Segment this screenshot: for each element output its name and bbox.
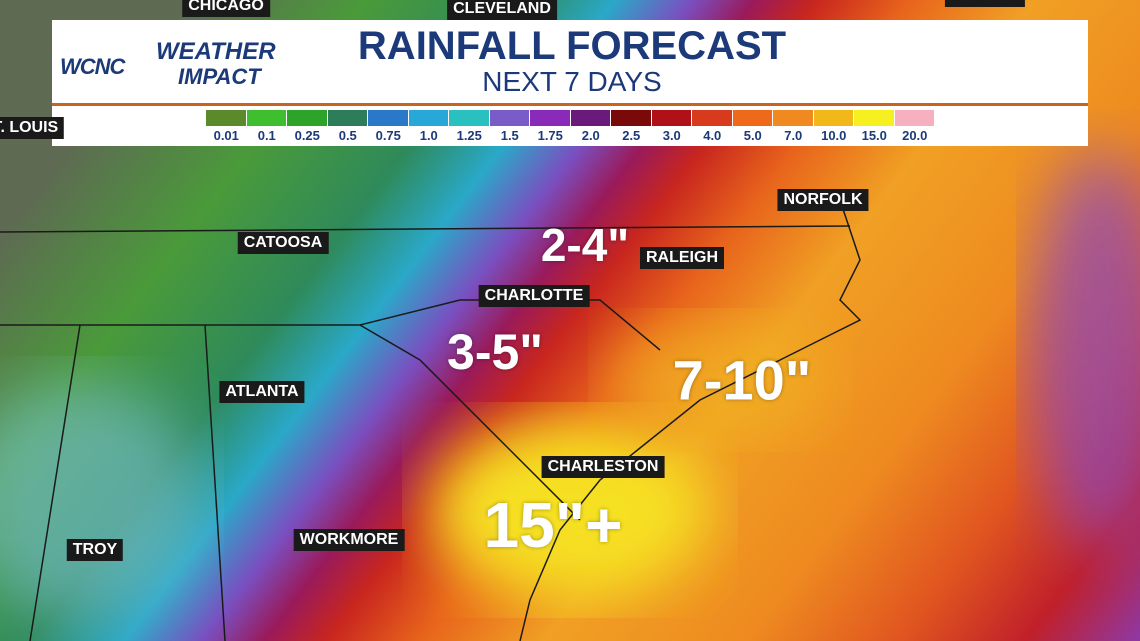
city-label: BOSTON (944, 0, 1026, 7)
legend-swatch (692, 110, 732, 126)
legend-label: 5.0 (743, 128, 762, 143)
legend-swatch (327, 110, 367, 126)
legend-swatch (894, 110, 934, 126)
city-label: ST. LOUIS (0, 117, 65, 139)
logo-line: WEATHER (156, 38, 276, 65)
rainfall-label: 3-5" (447, 324, 543, 380)
city-label: CATOOSA (237, 232, 329, 254)
legend-swatch (530, 110, 570, 126)
legend-label: 0.25 (294, 128, 320, 143)
legend-label: 0.5 (338, 128, 357, 143)
legend-label: 15.0 (861, 128, 887, 143)
legend-label: 1.75 (537, 128, 563, 143)
rain-area (1030, 150, 1140, 550)
legend-swatch (813, 110, 853, 126)
logo-line: IMPACT (178, 64, 261, 89)
legend-swatch (368, 110, 408, 126)
legend-swatch (651, 110, 691, 126)
rain-area (0, 380, 200, 620)
rainfall-label: 7-10" (672, 348, 812, 412)
legend-label: 4.0 (703, 128, 722, 143)
logo-brand: WCNC (60, 54, 125, 79)
city-label: CHICAGO (182, 0, 270, 17)
legend-swatch (611, 110, 651, 126)
title: RAINFALL FORECAST (357, 24, 787, 68)
legend-label: 7.0 (784, 128, 803, 143)
legend-label: 0.75 (375, 128, 401, 143)
boundaries (0, 199, 862, 641)
legend-swatch (206, 110, 246, 126)
legend-label: 10.0 (821, 128, 847, 143)
legend-swatch (773, 110, 813, 126)
rain-area (610, 320, 830, 440)
legend-label: 1.25 (456, 128, 482, 143)
city-label: ATLANTA (219, 381, 305, 403)
rainfall-label: 2-4" (540, 219, 630, 271)
legend-swatch (570, 110, 610, 126)
city-label: CLEVELAND (447, 0, 557, 20)
legend-label: 2.0 (581, 128, 600, 143)
city-label: NORFOLK (777, 189, 869, 211)
legend-label: 20.0 (902, 128, 928, 143)
legend-label: 1.0 (419, 128, 438, 143)
legend-label: 3.0 (662, 128, 681, 143)
header: WCNC WEATHER IMPACT RAINFALL FORECAST NE… (52, 20, 1088, 106)
legend-swatch (854, 110, 894, 126)
legend-swatch (408, 110, 448, 126)
city-label: WORKMORE (293, 529, 405, 551)
rainfall-label: 15"+ (483, 489, 623, 561)
city-label: CHARLESTON (541, 456, 665, 478)
legend-swatch (489, 110, 529, 126)
legend-swatch (449, 110, 489, 126)
legend: 0.01 0.1 0.25 0.5 0.75 1.0 1.25 1.5 1.75 2.0 2.5 3.… (52, 106, 1088, 146)
legend-swatch (246, 110, 286, 126)
legend-label: 2.5 (622, 128, 641, 143)
legend-label: 0.1 (257, 128, 276, 143)
subtitle: NEXT 7 DAYS (482, 66, 662, 97)
city-label: CHARLOTTE (478, 285, 590, 307)
city-label: TROY (66, 539, 124, 561)
legend-swatch (732, 110, 772, 126)
legend-label: 0.01 (213, 128, 239, 143)
legend-label: 1.5 (500, 128, 519, 143)
city-label: RALEIGH (640, 247, 724, 269)
legend-swatch (287, 110, 327, 126)
